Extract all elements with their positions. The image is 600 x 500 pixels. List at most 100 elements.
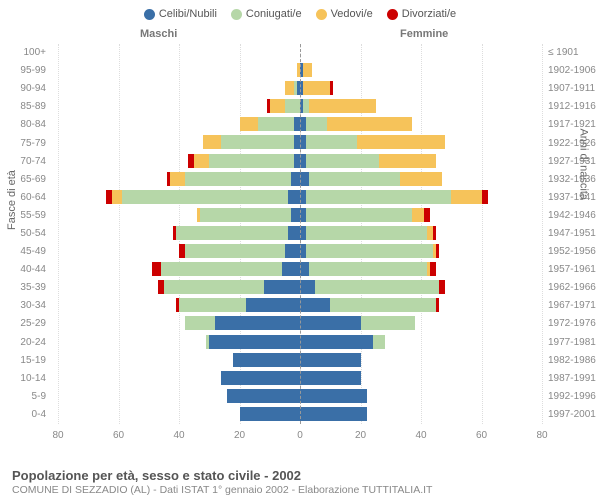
bar-seg-male [170,172,185,186]
x-tick-label: 40 [415,430,426,441]
age-label: 75-79 [0,139,46,149]
bar-seg-male [206,335,209,349]
x-tick-label: 20 [355,430,366,441]
bar-seg-female [300,371,361,385]
chart-title: Popolazione per età, sesso e stato civil… [12,468,432,483]
birth-label: 1957-1961 [548,265,600,275]
bar-seg-male [227,389,300,403]
bar-seg-female [451,190,481,204]
plot [58,44,542,424]
bar-seg-female [303,63,312,77]
bar-seg-female [330,298,436,312]
bar-seg-male [288,226,300,240]
bar-seg-male [164,280,264,294]
birth-label: 1922-1926 [548,139,600,149]
bar-seg-male [185,172,291,186]
birth-label: 1952-1956 [548,247,600,257]
birth-label: 1917-1921 [548,120,600,130]
bar-seg-male [294,81,297,95]
bar-seg-male [122,190,288,204]
age-label: 80-84 [0,120,46,130]
bar-seg-male [152,262,161,276]
bar-seg-male [240,117,258,131]
x-tick-label: 40 [173,430,184,441]
bar-seg-female [306,244,433,258]
age-label: 15-19 [0,356,46,366]
bar-seg-female [300,316,361,330]
birth-label: 1972-1976 [548,319,600,329]
x-tick-label: 20 [234,430,245,441]
birth-label: ≤ 1901 [548,48,600,58]
bar-seg-female [373,335,385,349]
legend-item: Celibi/Nubili [144,8,217,20]
bar-seg-male [282,262,300,276]
age-label: 65-69 [0,175,46,185]
birth-label: 1947-1951 [548,229,600,239]
chart-subtitle: COMUNE DI SEZZADIO (AL) - Dati ISTAT 1° … [12,484,432,496]
bar-seg-male [176,298,179,312]
birth-label: 1997-2001 [548,410,600,420]
bar-seg-female [306,226,427,240]
bar-seg-female [306,190,451,204]
bar-seg-female [430,262,436,276]
bar-seg-male [215,316,300,330]
bar-seg-male [200,208,291,222]
bar-seg-male [173,226,176,240]
bar-seg-male [291,172,300,186]
x-tick-label: 80 [536,430,547,441]
birth-label: 1987-1991 [548,374,600,384]
bar-seg-male [288,190,300,204]
bar-seg-female [412,208,424,222]
bar-seg-female [306,208,412,222]
bar-seg-female [361,316,415,330]
age-label: 35-39 [0,283,46,293]
age-label: 5-9 [0,392,46,402]
bar-seg-female [433,226,436,240]
legend-item: Divorziati/e [387,8,456,20]
age-label: 10-14 [0,374,46,384]
bar-seg-male [158,280,164,294]
birth-label: 1967-1971 [548,301,600,311]
birth-label: 1962-1966 [548,283,600,293]
legend: Celibi/Nubili Coniugati/e Vedovi/e Divorzia… [0,0,600,24]
legend-label: Divorziati/e [402,8,456,20]
bar-seg-female [436,244,439,258]
legend-swatch [387,9,398,20]
legend-item: Vedovi/e [316,8,373,20]
bar-seg-female [300,389,367,403]
age-label: 40-44 [0,265,46,275]
bar-seg-female [306,135,357,149]
bar-seg-female [300,298,330,312]
birth-label: 1927-1931 [548,157,600,167]
age-label: 100+ [0,48,46,58]
chart-area: 80604020020406080 [58,44,542,444]
y-axis-right: ≤ 19011902-19061907-19111912-19161917-19… [544,44,600,444]
legend-swatch [144,9,155,20]
age-label: 55-59 [0,211,46,221]
age-label: 50-54 [0,229,46,239]
birth-label: 1937-1941 [548,193,600,203]
bar-seg-male [185,244,285,258]
age-label: 90-94 [0,84,46,94]
bar-seg-male [188,154,194,168]
bar-seg-male [176,226,288,240]
birth-label: 1942-1946 [548,211,600,221]
bar-seg-female [424,208,430,222]
legend-item: Coniugati/e [231,8,302,20]
bar-seg-female [357,135,445,149]
bar-seg-male [285,81,294,95]
footer: Popolazione per età, sesso e stato civil… [12,468,432,496]
birth-label: 1977-1981 [548,338,600,348]
bar-seg-male [203,135,221,149]
birth-label: 1932-1936 [548,175,600,185]
bar-seg-female [306,117,327,131]
bar-seg-male [167,172,170,186]
bar-seg-male [197,208,200,222]
bar-seg-male [233,353,300,367]
bar-seg-male [194,154,209,168]
y-axis-left: 100+95-9990-9485-8980-8475-7970-7465-696… [0,44,52,444]
bar-seg-male [161,262,282,276]
x-axis: 80604020020406080 [58,426,542,444]
x-tick-label: 60 [476,430,487,441]
bar-seg-female [300,280,315,294]
